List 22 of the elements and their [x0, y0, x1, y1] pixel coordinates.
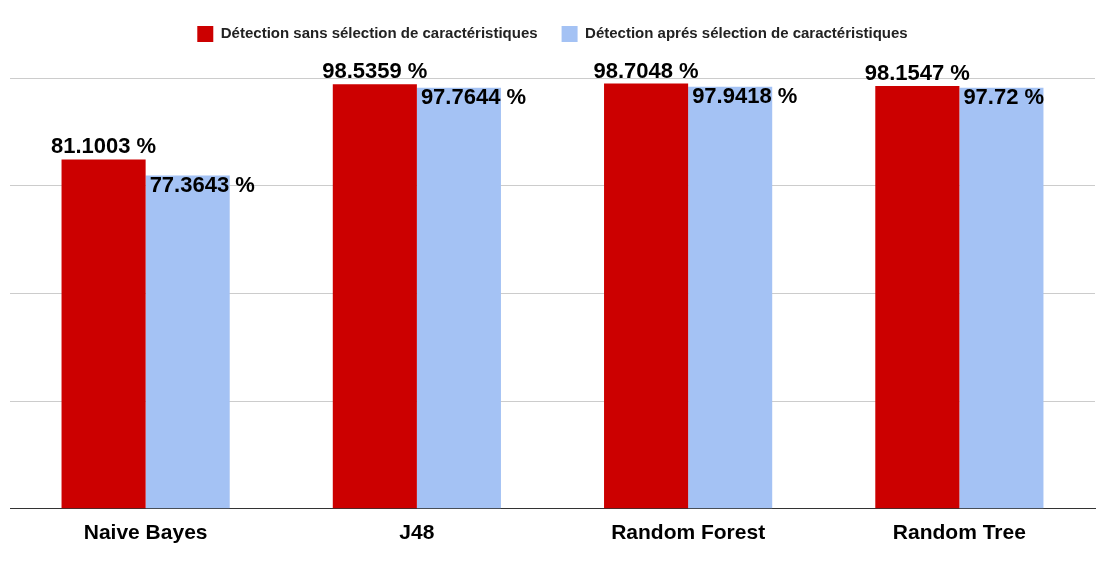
data-label: 81.1003 % [50, 133, 157, 159]
data-label: 97.7644 % [420, 83, 527, 109]
bar [332, 84, 417, 509]
data-label: 98.7048 % [593, 57, 699, 83]
data-label: 98.5359 % [322, 58, 428, 84]
bar [604, 83, 689, 509]
x-tick-label: Random Tree [892, 520, 1026, 544]
data-label: 97.9418 % [692, 82, 798, 108]
data-label: 77.3643 % [149, 171, 255, 197]
data-label: 98.1547 % [864, 60, 970, 86]
bar [61, 159, 146, 509]
x-tick-label: Naive Bayes [83, 520, 208, 544]
bar [688, 86, 773, 509]
x-tick-label: J48 [399, 520, 435, 544]
bar [416, 87, 501, 509]
data-label: 97.72 % [963, 83, 1045, 109]
legend-label: Détection sans sélection de caractéristiques [220, 24, 538, 42]
bar [145, 175, 230, 509]
x-tick-label: Random Forest [611, 520, 766, 544]
bar [959, 87, 1044, 509]
legend-label: Détection aprés sélection de caractéristiques [585, 24, 908, 42]
bar [875, 85, 960, 509]
